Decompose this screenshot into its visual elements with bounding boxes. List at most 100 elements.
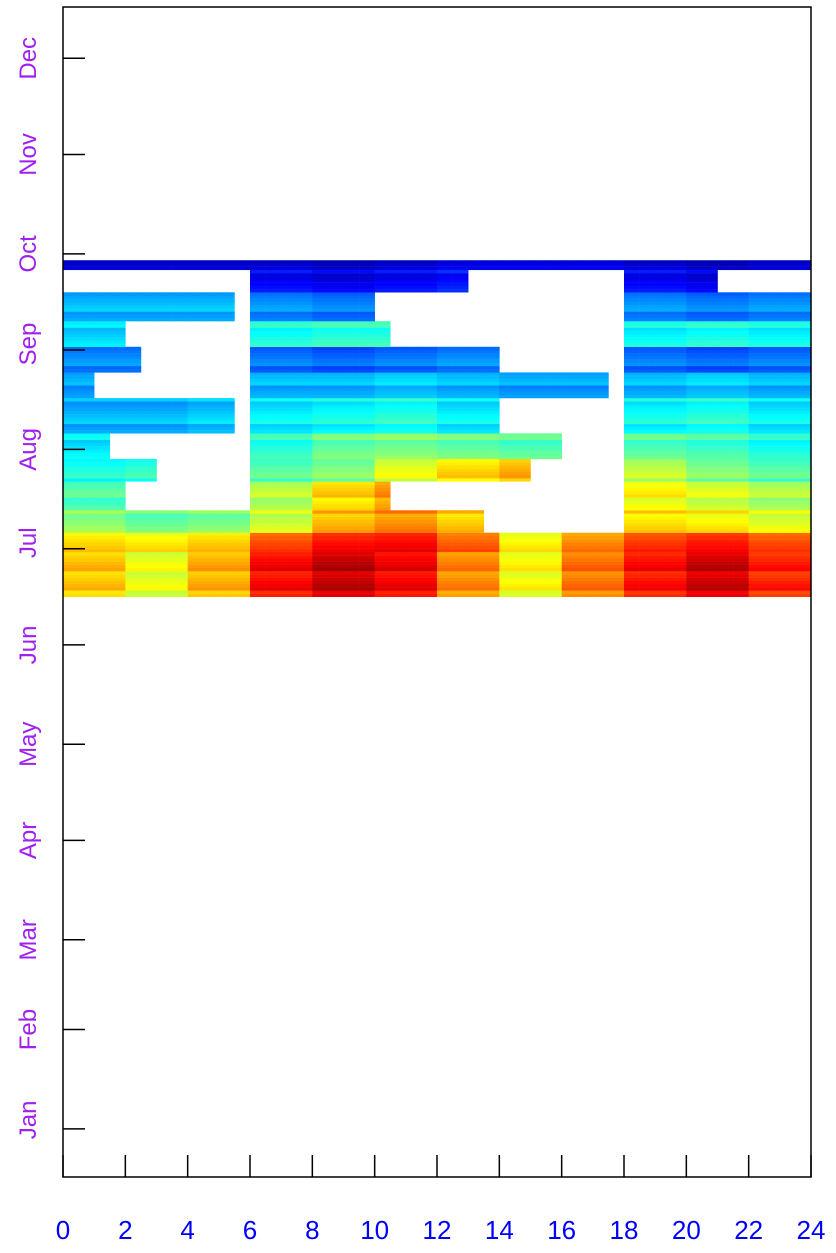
heatmap-cell xyxy=(312,369,329,373)
heatmap-cell xyxy=(94,564,111,569)
heatmap-cell xyxy=(717,513,734,517)
heatmap-cell xyxy=(296,353,313,357)
heatmap-cell xyxy=(795,481,812,485)
heatmap-cell xyxy=(265,442,282,447)
heatmap-cell xyxy=(795,414,812,418)
heatmap-cell xyxy=(78,324,95,328)
heatmap-cell xyxy=(701,263,718,267)
heatmap-cell xyxy=(312,423,329,428)
heatmap-cell xyxy=(405,455,422,460)
heatmap-cell xyxy=(437,475,453,479)
heatmap-cell xyxy=(468,545,485,549)
heatmap-cell xyxy=(218,539,235,543)
heatmap-cell xyxy=(592,574,609,578)
heatmap-cell xyxy=(78,535,95,540)
heatmap-cell xyxy=(452,433,469,437)
heatmap-cell xyxy=(468,385,485,389)
heatmap-cell xyxy=(437,577,453,581)
heatmap-cell xyxy=(592,385,609,389)
heatmap-cell xyxy=(421,567,438,572)
heatmap-cell xyxy=(78,372,95,376)
heatmap-cell xyxy=(437,410,453,415)
heatmap-cell xyxy=(624,507,640,511)
heatmap-cell xyxy=(748,510,765,514)
heatmap-cell xyxy=(296,285,313,290)
heatmap-cell xyxy=(717,468,734,472)
heatmap-cell xyxy=(592,394,609,399)
heatmap-cell xyxy=(437,567,453,572)
heatmap-cell xyxy=(733,529,749,533)
heatmap-cell xyxy=(390,391,407,396)
heatmap-cell xyxy=(717,356,734,360)
heatmap-cell xyxy=(546,382,562,386)
heatmap-cell xyxy=(733,446,749,450)
heatmap-cell xyxy=(764,330,781,335)
heatmap-cell xyxy=(359,503,375,508)
heatmap-cell xyxy=(125,417,142,421)
heatmap-cell xyxy=(639,340,656,344)
heatmap-cell xyxy=(795,442,812,447)
heatmap-cell xyxy=(733,545,749,549)
heatmap-cell xyxy=(421,455,438,460)
heatmap-cell xyxy=(701,449,718,453)
heatmap-cell xyxy=(125,542,142,546)
heatmap-cell xyxy=(156,401,173,405)
heatmap-cell xyxy=(405,356,422,360)
heatmap-cell xyxy=(483,401,500,405)
heatmap-cell xyxy=(686,494,703,498)
heatmap-cell xyxy=(374,430,391,434)
heatmap-cell xyxy=(203,529,220,533)
heatmap-cell xyxy=(670,401,687,405)
heatmap-cell xyxy=(359,523,375,527)
y-tick-label: Dec xyxy=(15,37,42,80)
heatmap-cell xyxy=(63,452,79,456)
heatmap-cell xyxy=(125,346,142,351)
heatmap-cell xyxy=(499,436,516,440)
heatmap-cell xyxy=(499,548,516,553)
heatmap-cell xyxy=(717,343,734,347)
heatmap-cell xyxy=(343,465,360,469)
heatmap-cell xyxy=(639,362,656,367)
heatmap-cell xyxy=(63,462,79,466)
heatmap-cell xyxy=(296,391,313,396)
heatmap-cell xyxy=(359,436,375,440)
heatmap-cell xyxy=(374,458,391,463)
heatmap-cell xyxy=(624,539,640,543)
heatmap-cell xyxy=(296,539,313,543)
heatmap-cell xyxy=(530,561,547,565)
heatmap-cell xyxy=(717,430,734,434)
heatmap-cell xyxy=(686,577,703,581)
heatmap-cell xyxy=(265,359,282,364)
heatmap-cell xyxy=(125,292,142,296)
heatmap-cell xyxy=(63,317,79,322)
heatmap-cell xyxy=(265,266,282,271)
heatmap-cell xyxy=(281,539,298,543)
heatmap-cell xyxy=(125,593,142,598)
heatmap-cell xyxy=(281,507,298,511)
heatmap-cell xyxy=(312,298,329,303)
heatmap-cell xyxy=(78,545,95,549)
heatmap-cell xyxy=(63,430,79,434)
heatmap-cell xyxy=(655,375,672,380)
heatmap-cell xyxy=(733,346,749,351)
heatmap-cell xyxy=(483,532,500,537)
heatmap-cell xyxy=(608,561,625,565)
heatmap-cell xyxy=(701,295,718,299)
heatmap-cell xyxy=(452,587,469,591)
heatmap-cell xyxy=(764,260,781,264)
y-tick-label: Oct xyxy=(15,235,42,273)
heatmap-cell xyxy=(437,372,453,376)
heatmap-cell xyxy=(265,279,282,283)
heatmap-cell xyxy=(733,305,749,309)
heatmap-cell xyxy=(452,513,469,517)
heatmap-cell xyxy=(795,497,812,501)
heatmap-cell xyxy=(686,510,703,514)
heatmap-cell xyxy=(296,571,313,575)
heatmap-cell xyxy=(764,545,781,549)
heatmap-cell xyxy=(795,362,812,367)
heatmap-cell xyxy=(670,494,687,498)
heatmap-cell xyxy=(670,439,687,444)
heatmap-cell xyxy=(748,545,765,549)
heatmap-cell xyxy=(296,475,313,479)
heatmap-cell xyxy=(733,571,749,575)
